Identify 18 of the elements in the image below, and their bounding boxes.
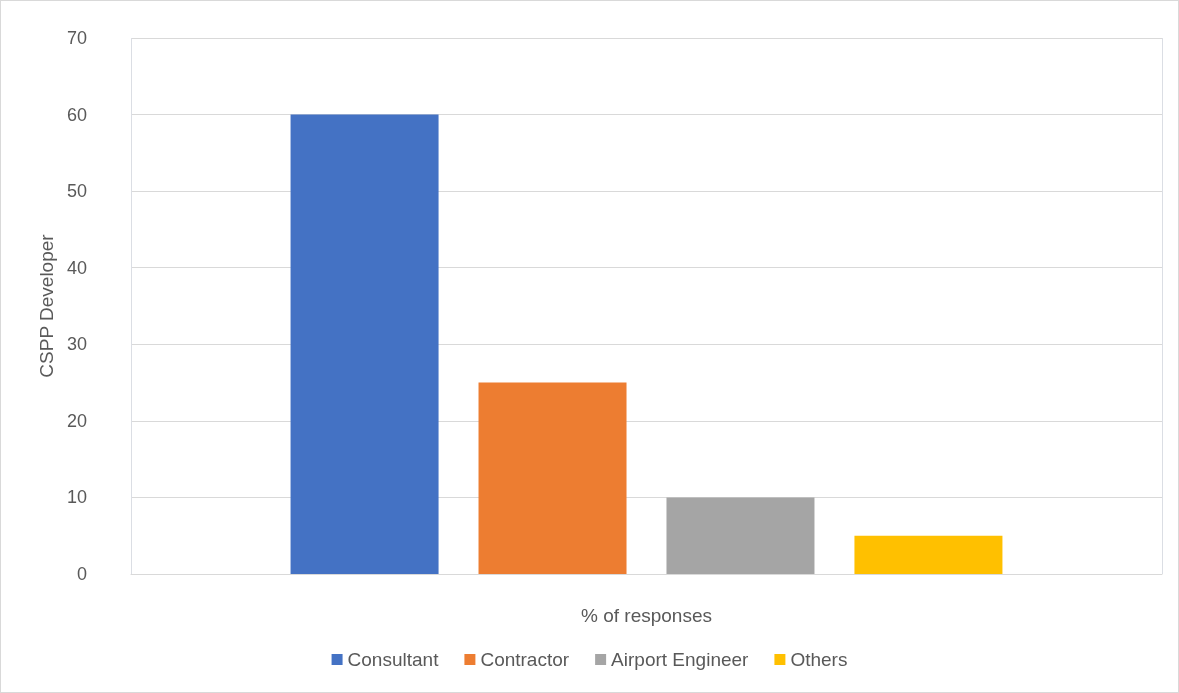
x-axis-title: % of responses <box>581 605 712 626</box>
y-tick-label: 60 <box>66 104 87 125</box>
y-tick-label: 50 <box>66 181 87 202</box>
legend-label: Contractor <box>480 649 570 670</box>
y-tick-label: 20 <box>66 410 87 431</box>
legend-label: Consultant <box>347 649 440 670</box>
bar <box>666 497 815 574</box>
bar <box>854 535 1003 574</box>
y-tick-label: 0 <box>76 564 87 584</box>
bar <box>290 114 439 574</box>
y-tick-label: 40 <box>66 257 87 278</box>
legend-label: Airport Engineer <box>611 649 750 670</box>
bar <box>478 382 627 574</box>
y-axis-title: CSPP Developer <box>36 233 58 378</box>
y-tick-label: 30 <box>66 334 87 355</box>
y-tick-label: 70 <box>66 28 87 48</box>
legend-label: Others <box>790 649 848 670</box>
y-tick-label: 10 <box>66 487 87 508</box>
